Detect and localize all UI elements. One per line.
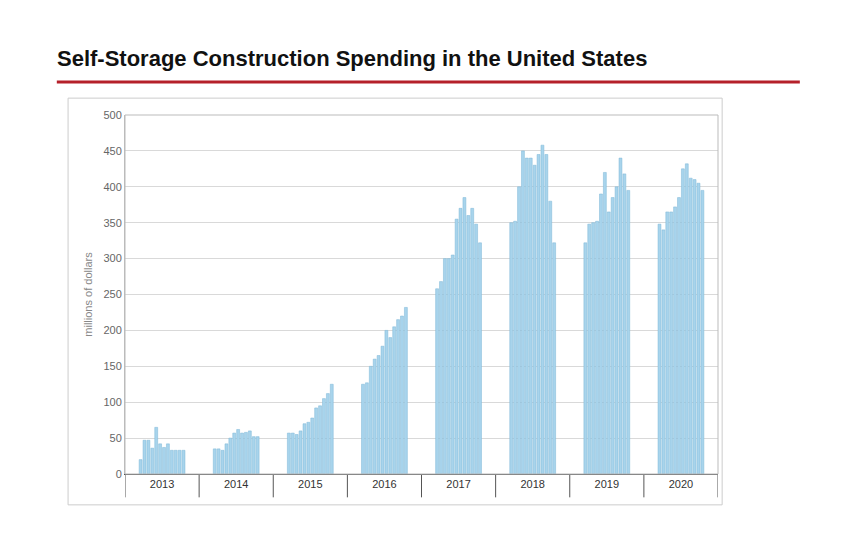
svg-text:2014: 2014	[224, 478, 248, 490]
svg-text:2016: 2016	[372, 478, 396, 490]
svg-text:500: 500	[103, 109, 121, 121]
svg-text:400: 400	[103, 181, 121, 193]
svg-text:0: 0	[116, 468, 122, 480]
svg-text:100: 100	[103, 396, 121, 408]
svg-text:200: 200	[103, 324, 121, 336]
svg-text:2020: 2020	[669, 478, 693, 490]
svg-text:450: 450	[103, 145, 121, 157]
svg-text:millions of dollars: millions of dollars	[82, 252, 94, 337]
svg-text:50: 50	[110, 432, 122, 444]
svg-text:Self-Storage Construction Spen: Self-Storage Construction Spending in th…	[57, 46, 647, 71]
svg-text:300: 300	[103, 252, 121, 264]
svg-text:350: 350	[103, 217, 121, 229]
svg-text:150: 150	[103, 360, 121, 372]
svg-text:250: 250	[103, 288, 121, 300]
svg-text:2013: 2013	[150, 478, 174, 490]
svg-text:2017: 2017	[446, 478, 470, 490]
svg-text:2018: 2018	[520, 478, 544, 490]
svg-text:2019: 2019	[595, 478, 619, 490]
svg-text:2015: 2015	[298, 478, 322, 490]
